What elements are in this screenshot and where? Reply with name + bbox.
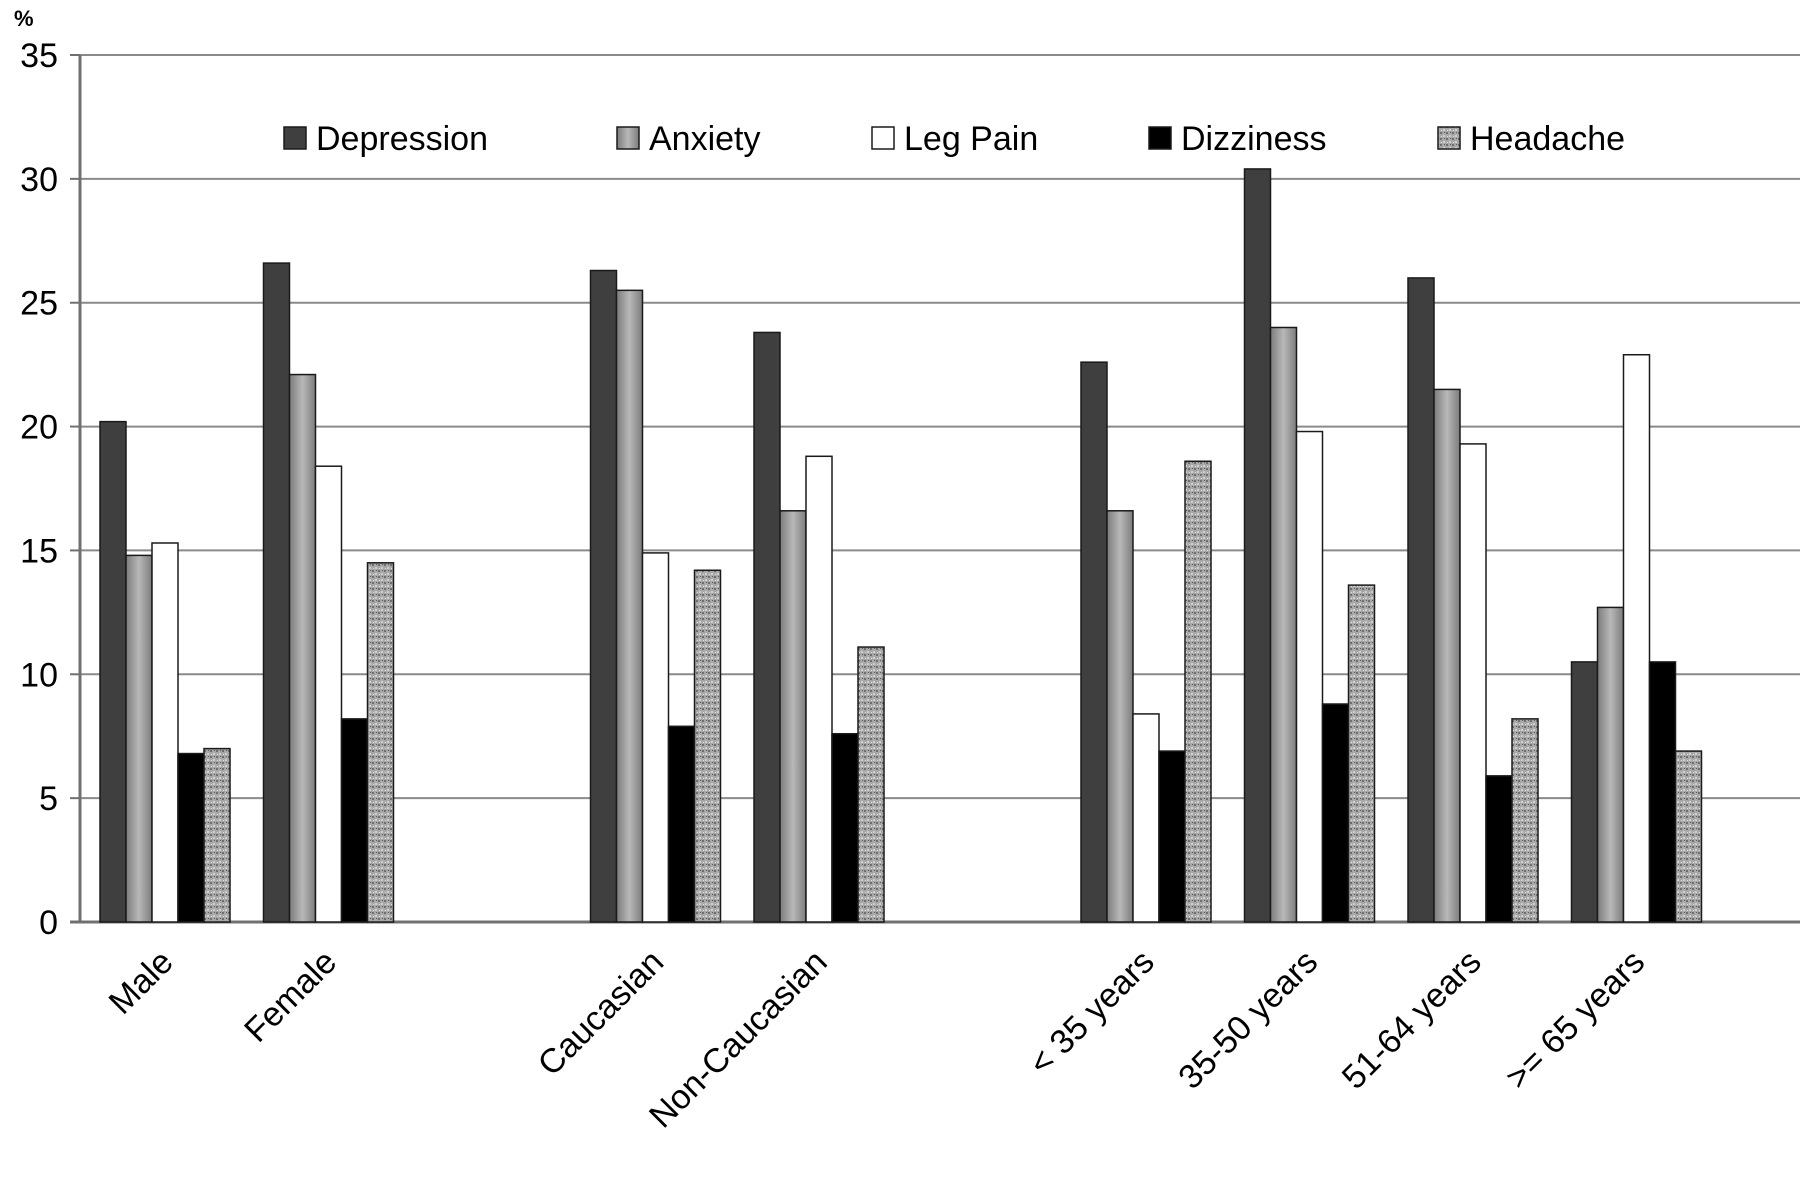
bar-headache-non-caucasian xyxy=(857,646,885,923)
legend-label-anxiety: Anxiety xyxy=(649,120,761,158)
category-label-35-years: < 35 years xyxy=(1022,943,1162,1083)
bar-dizziness-51-64-years xyxy=(1485,775,1513,923)
bar-depression-35-50-years xyxy=(1243,168,1272,923)
y-tick-label-10: 10 xyxy=(20,656,58,694)
bar-depression-male xyxy=(99,420,127,923)
legend-swatch-anxiety xyxy=(616,126,640,150)
bar-depression-35-years xyxy=(1080,361,1108,923)
bar-anxiety-male xyxy=(125,554,153,923)
bar-dizziness-female xyxy=(340,718,369,923)
bar-dizziness-caucasian xyxy=(667,725,696,923)
legend-swatch-headache xyxy=(1437,126,1461,150)
category-label-35-50-years: 35-50 years xyxy=(1171,943,1325,1097)
legend-swatch-dizziness xyxy=(1148,126,1172,150)
legend-label-leg-pain: Leg Pain xyxy=(904,120,1038,158)
bar-headache-35-years xyxy=(1184,460,1212,923)
category-label-female: Female xyxy=(237,943,344,1050)
y-unit-label: % xyxy=(14,6,34,31)
legend-label-dizziness: Dizziness xyxy=(1181,120,1326,158)
y-tick-label-15: 15 xyxy=(20,532,58,570)
legend-swatch-leg-pain xyxy=(871,126,895,150)
bar-headache-male xyxy=(203,747,231,923)
bar-depression-non-caucasian xyxy=(753,331,781,923)
bar-headache-35-50-years xyxy=(1347,584,1376,923)
bar-dizziness-35-50-years xyxy=(1321,703,1350,923)
y-tick-label-25: 25 xyxy=(20,285,58,323)
y-tick-label-5: 5 xyxy=(39,780,58,818)
bar-headache-caucasian xyxy=(693,569,722,923)
gridlines xyxy=(80,54,1800,800)
category-label-male: Male xyxy=(102,943,181,1022)
legend-label-headache: Headache xyxy=(1470,120,1625,158)
category-label-65-years: >= 65 years xyxy=(1498,943,1652,1097)
bar-anxiety-non-caucasian xyxy=(779,510,807,923)
bar-leg-pain-35-50-years xyxy=(1295,430,1324,923)
bar-anxiety-35-50-years xyxy=(1269,326,1298,923)
bar-leg-pain-caucasian xyxy=(641,552,670,923)
bar-dizziness-non-caucasian xyxy=(831,732,859,923)
y-tick-label-35: 35 xyxy=(20,37,58,75)
bar-anxiety-35-years xyxy=(1106,510,1134,923)
bar-anxiety-caucasian xyxy=(615,289,644,923)
category-label-non-caucasian: Non-Caucasian xyxy=(642,943,835,1136)
bar-leg-pain-female xyxy=(314,465,343,923)
y-tick-label-30: 30 xyxy=(20,161,58,199)
bar-leg-pain-51-64-years xyxy=(1459,443,1487,923)
bar-leg-pain-65-years xyxy=(1622,353,1651,923)
bar-anxiety-female xyxy=(288,373,317,923)
y-tick-label-0: 0 xyxy=(39,904,58,942)
bar-depression-51-64-years xyxy=(1407,277,1435,923)
bar-depression-caucasian xyxy=(589,269,618,923)
bar-dizziness-65-years xyxy=(1648,661,1677,923)
category-label-51-64-years: 51-64 years xyxy=(1335,943,1489,1097)
bar-dizziness-male xyxy=(177,752,205,923)
legend-swatch-depression xyxy=(283,126,307,150)
bars xyxy=(99,168,1703,923)
bar-headache-65-years xyxy=(1674,750,1703,923)
legend-label-depression: Depression xyxy=(316,120,488,158)
bar-headache-51-64-years xyxy=(1511,718,1539,923)
y-tick-label-20: 20 xyxy=(20,409,58,447)
bar-anxiety-65-years xyxy=(1596,606,1625,923)
bar-leg-pain-male xyxy=(151,542,179,923)
bar-headache-female xyxy=(366,562,395,923)
legend: Depression Anxiety Leg Pain Dizziness Headac… xyxy=(283,120,1625,158)
bar-depression-65-years xyxy=(1570,661,1599,923)
bar-leg-pain-35-years xyxy=(1132,713,1160,923)
bar-anxiety-51-64-years xyxy=(1433,388,1461,923)
bar-depression-female xyxy=(262,262,291,923)
category-label-caucasian: Caucasian xyxy=(531,943,671,1083)
bar-leg-pain-non-caucasian xyxy=(805,455,833,923)
bar-dizziness-35-years xyxy=(1158,750,1186,923)
